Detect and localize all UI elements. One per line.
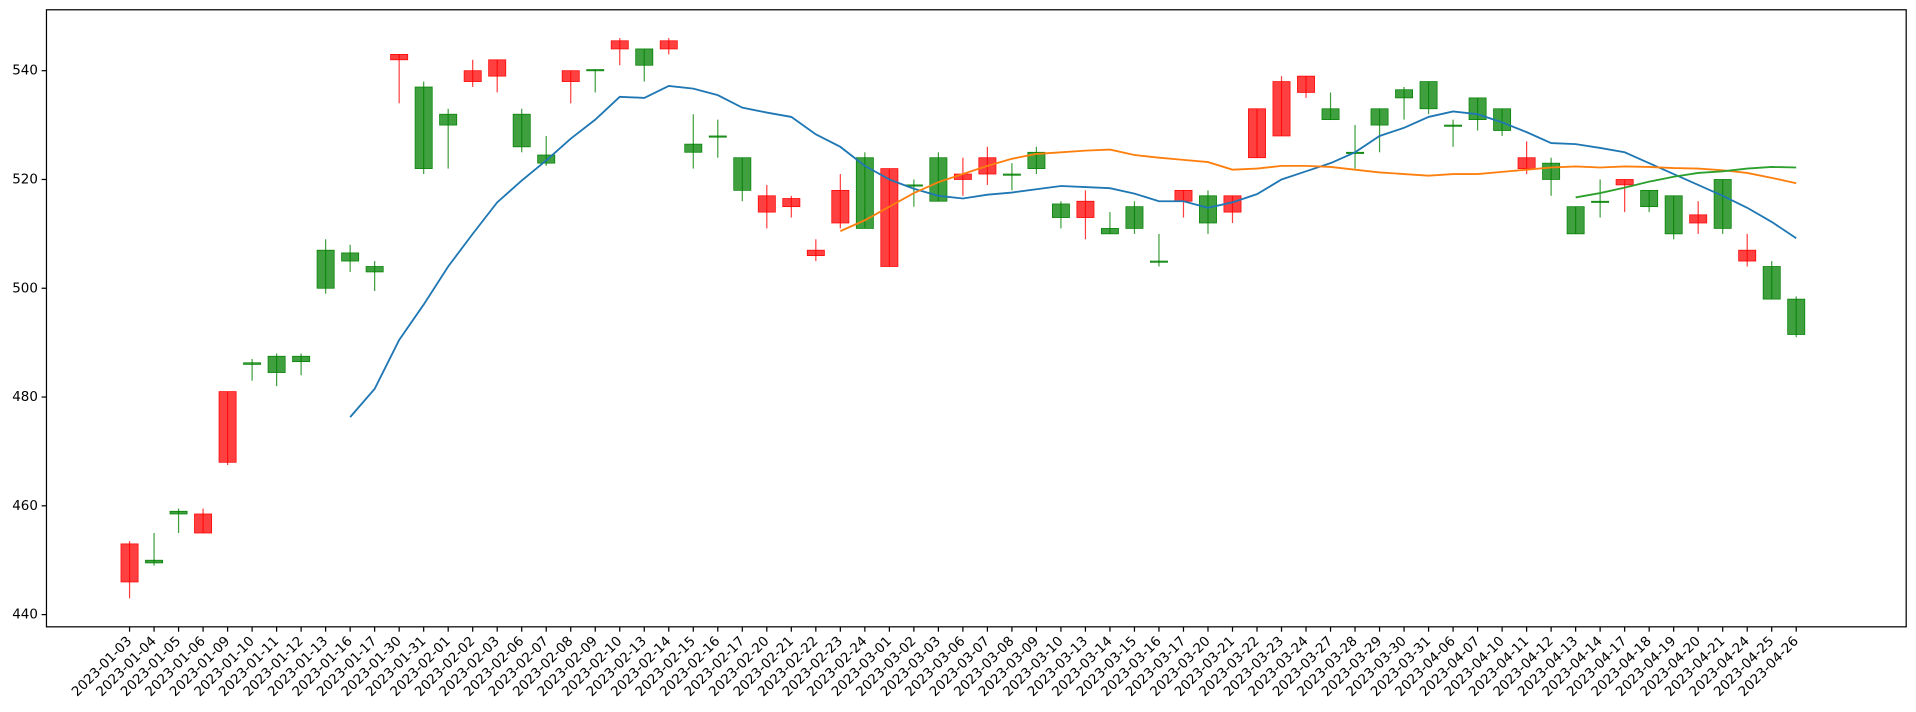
candle-body xyxy=(806,249,825,256)
candle-body xyxy=(1297,75,1315,93)
candle-body xyxy=(659,40,678,50)
y-tick-label: 460 xyxy=(12,499,38,514)
candle-body xyxy=(1076,200,1095,218)
candle-body xyxy=(390,54,409,61)
candle-body xyxy=(1664,195,1683,235)
candle-body xyxy=(1762,266,1781,300)
candle-body xyxy=(267,355,286,373)
candle-body xyxy=(537,154,556,164)
candle-body xyxy=(586,69,605,72)
candle-body xyxy=(1640,189,1659,208)
candle-body xyxy=(1370,108,1389,126)
candle-body xyxy=(145,559,164,564)
candle-body xyxy=(1027,151,1046,169)
candle-body xyxy=(1444,124,1463,127)
candle-body xyxy=(1199,195,1217,224)
ma-line xyxy=(839,148,1797,232)
candle-body xyxy=(1125,206,1144,229)
y-tick-label: 480 xyxy=(12,390,38,405)
candle-body xyxy=(512,113,531,148)
candle-body xyxy=(880,168,899,267)
candle-body xyxy=(341,252,360,262)
candle-body xyxy=(782,198,801,208)
candle-body xyxy=(1689,214,1708,224)
candle-body xyxy=(169,510,188,515)
candle-body xyxy=(855,157,874,229)
candle-body xyxy=(292,355,311,363)
candle-body xyxy=(1787,298,1806,335)
y-tick-label: 440 xyxy=(12,608,38,623)
candle-body xyxy=(1101,228,1119,235)
y-tick-label: 500 xyxy=(12,281,38,296)
candle-body xyxy=(488,59,507,77)
candle-body xyxy=(831,189,850,224)
candle-body xyxy=(635,48,654,66)
candle-body xyxy=(708,135,727,138)
candle-body xyxy=(1517,157,1536,169)
candle-body xyxy=(365,266,384,273)
candle-body xyxy=(1542,162,1561,180)
candle-body xyxy=(1150,260,1168,263)
ma-line xyxy=(349,84,1797,418)
candle-body xyxy=(1419,81,1438,110)
candle-body xyxy=(218,391,237,463)
plot-frame xyxy=(45,9,1907,628)
candle-body xyxy=(1591,200,1610,203)
candle-body xyxy=(463,70,482,82)
candle-body xyxy=(414,86,433,169)
candle-body xyxy=(1321,108,1340,121)
candle-body xyxy=(610,40,629,50)
candle-body xyxy=(243,362,262,365)
candle-body xyxy=(316,249,335,289)
y-tick-label: 540 xyxy=(12,64,38,79)
candle-body xyxy=(1051,203,1070,218)
candle-body xyxy=(684,143,703,153)
y-tick-label: 520 xyxy=(12,172,38,187)
candle-body xyxy=(1174,189,1193,202)
candle-body xyxy=(1566,206,1585,235)
candle-body xyxy=(1002,173,1021,176)
candle-body xyxy=(733,157,752,191)
candle-body xyxy=(1713,179,1732,229)
candle-body xyxy=(194,513,213,534)
candle-body xyxy=(1272,81,1291,137)
candle-body xyxy=(1738,249,1757,262)
candle-body xyxy=(561,70,580,82)
candle-body xyxy=(1395,89,1414,99)
candle-body xyxy=(1615,179,1634,186)
ma-line xyxy=(1575,166,1797,199)
candle-body xyxy=(1248,108,1266,159)
candle-body xyxy=(439,113,458,126)
candle-body xyxy=(120,543,139,583)
candle-body xyxy=(757,195,776,213)
